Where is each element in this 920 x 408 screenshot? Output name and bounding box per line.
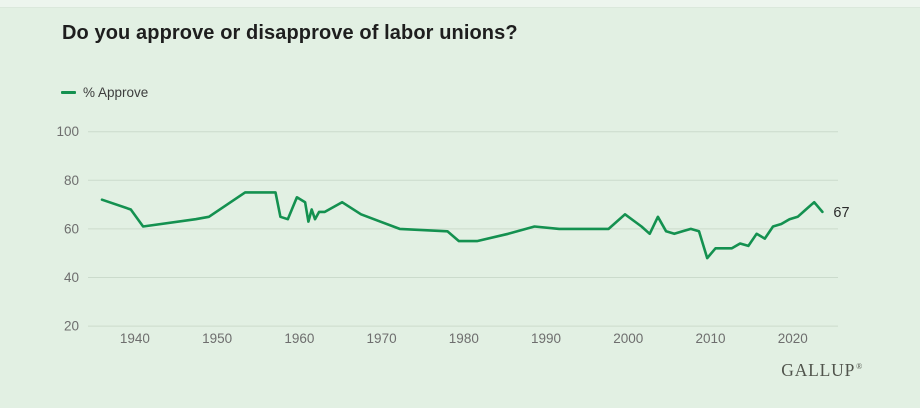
x-tick-label-2000: 2000 (613, 331, 643, 346)
x-tick-label-1990: 1990 (531, 331, 561, 346)
legend: % Approve (61, 81, 148, 100)
x-tick-label-1970: 1970 (367, 331, 397, 346)
x-tick-label-2020: 2020 (778, 331, 808, 346)
x-tick-label-1940: 1940 (120, 331, 150, 346)
y-tick-label-100: 100 (56, 124, 79, 139)
approve-line[interactable] (100, 191, 824, 260)
y-tick-label-60: 60 (64, 221, 79, 236)
legend-label: % Approve (83, 85, 149, 100)
y-tick-label-20: 20 (64, 319, 79, 334)
registered-trademark-icon: ® (856, 362, 863, 371)
gallup-logo: GALLUP® (781, 360, 863, 381)
x-tick-label-2010: 2010 (696, 331, 726, 346)
y-tick-label-80: 80 (64, 173, 79, 188)
top-strip (0, 0, 920, 8)
x-tick-label-1950: 1950 (202, 331, 232, 346)
x-tick-label-1960: 1960 (284, 331, 314, 346)
legend-line-swatch (61, 91, 76, 94)
legend-item-approve[interactable]: % Approve (61, 85, 148, 100)
end-value-label: 67 (833, 205, 849, 221)
y-tick-label-40: 40 (64, 270, 79, 285)
gallup-wordmark: GALLUP (781, 360, 856, 380)
x-tick-label-1980: 1980 (449, 331, 479, 346)
chart-title: Do you approve or disapprove of labor un… (62, 22, 518, 44)
